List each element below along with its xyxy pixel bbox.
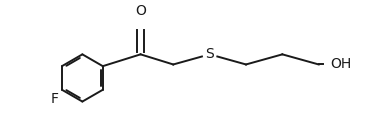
- Text: O: O: [135, 4, 146, 18]
- Text: F: F: [51, 92, 59, 106]
- Text: S: S: [205, 47, 214, 61]
- Text: OH: OH: [330, 57, 352, 71]
